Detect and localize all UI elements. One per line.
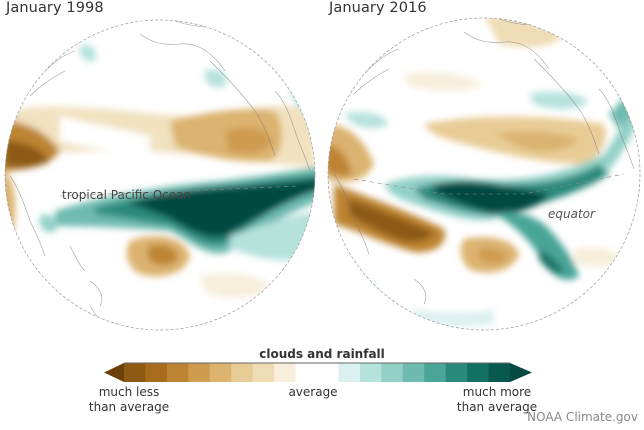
colorbar-cell [317, 363, 339, 382]
label-tropical-pacific: tropical Pacific Ocean [62, 188, 192, 202]
colorbar-cell [145, 363, 168, 382]
colorbar-cell [124, 363, 146, 382]
colorbar-arrow-right [510, 363, 532, 382]
panel-title-2016: January 2016 [329, 0, 427, 16]
colorbar-cell [488, 363, 511, 382]
colorbar-cell [338, 363, 361, 382]
colorbar-cell [445, 363, 468, 382]
legend-low-label: much less than average [88, 385, 170, 414]
colorbar-legend [104, 362, 532, 382]
colorbar-cell [252, 363, 275, 382]
credit-noaa: NOAA Climate.gov [527, 410, 638, 424]
colorbar-cell [424, 363, 447, 382]
colorbar-arrow-left [104, 363, 124, 382]
label-equator: equator [548, 207, 595, 221]
legend-title: clouds and rainfall [259, 347, 385, 361]
colorbar-cell [381, 363, 404, 382]
legend-high-label: much more than average [456, 385, 538, 414]
globe-map-2016 [327, 17, 641, 331]
colorbar-cell [209, 363, 232, 382]
colorbar-cell [274, 363, 297, 382]
colorbar-cell [295, 363, 318, 382]
globe-map-1998 [4, 19, 316, 331]
colorbar-cell [402, 363, 425, 382]
colorbar-cell [467, 363, 490, 382]
colorbar-cell [166, 363, 189, 382]
colorbar-cell [231, 363, 254, 382]
panel-title-1998: January 1998 [6, 0, 104, 16]
colorbar-cell [188, 363, 211, 382]
legend-mid-label: average [288, 385, 338, 399]
colorbar-cell [359, 363, 382, 382]
